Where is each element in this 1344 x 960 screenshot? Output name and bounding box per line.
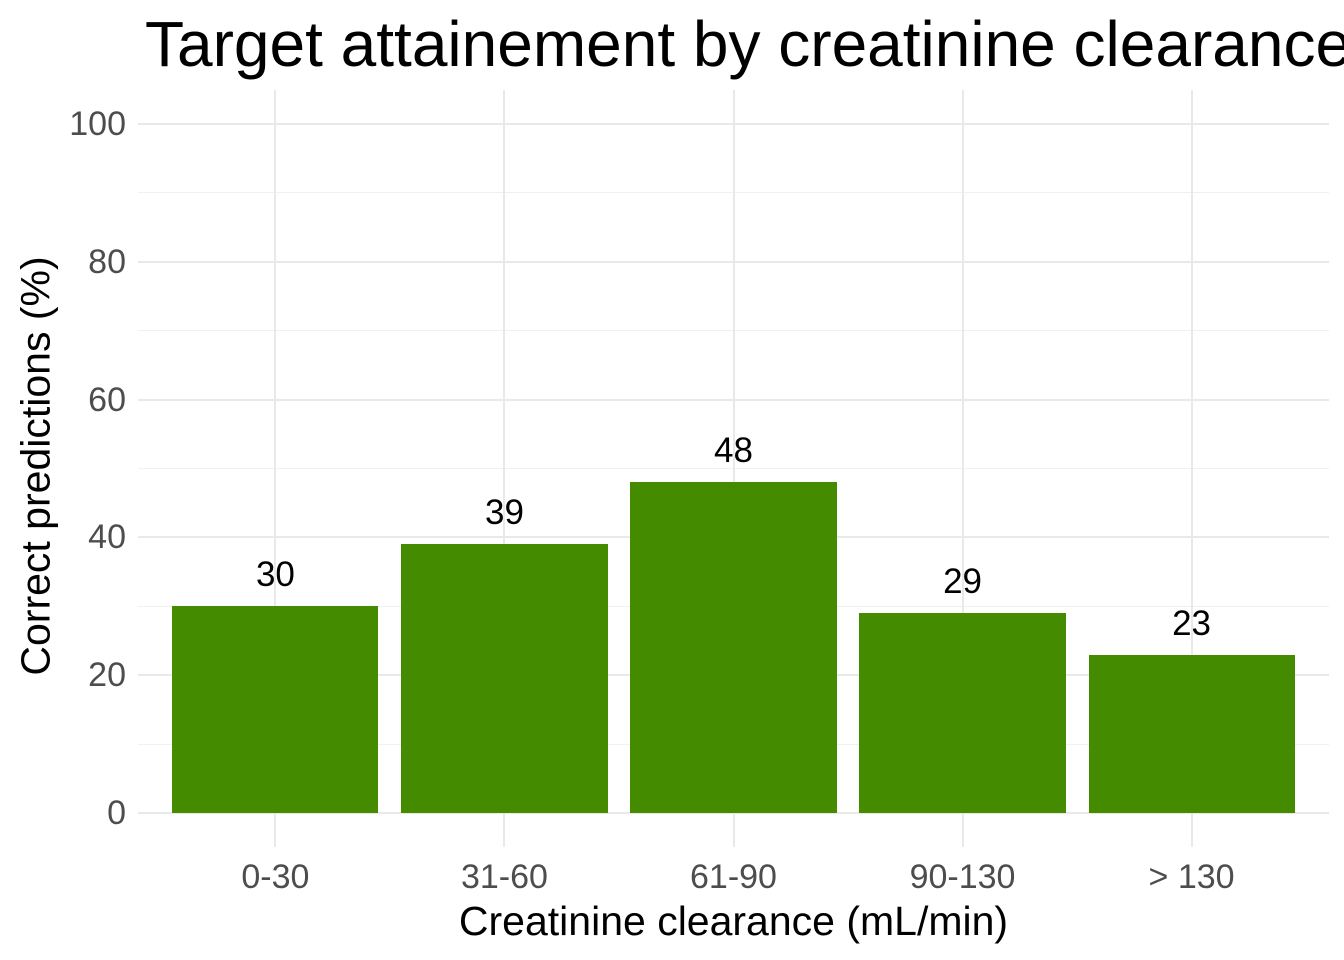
y-tick-label: 20 (88, 656, 126, 695)
y-tick-label: 0 (107, 794, 126, 832)
plot-panel: 30 39 48 29 23 (138, 90, 1329, 847)
y-tick-label: 40 (88, 518, 126, 557)
bar (401, 544, 608, 813)
x-axis-title: Creatinine clearance (mL/min) (458, 898, 1009, 944)
y-tick-label: 100 (69, 105, 126, 143)
bar (1088, 654, 1295, 813)
bar (172, 606, 379, 813)
bar-value-label: 30 (255, 555, 295, 595)
gridline-vertical (503, 90, 506, 847)
gridline-vertical (732, 90, 735, 847)
bar-value-label: 48 (714, 431, 753, 471)
y-tick-label: 80 (88, 242, 126, 281)
gridline-vertical (274, 90, 277, 847)
bar (630, 482, 837, 813)
x-tick-label: > 130 (1148, 858, 1235, 896)
x-tick-label: 61-90 (690, 858, 777, 896)
y-tick-label: 60 (88, 380, 126, 419)
bar-value-label: 39 (484, 493, 524, 533)
bar-value-label: 29 (943, 562, 982, 602)
gridline-vertical (961, 90, 964, 847)
x-tick-label: 90-130 (909, 858, 1016, 896)
x-tick-label: 0-30 (241, 858, 310, 896)
y-axis-title: Correct predictions (%) (12, 256, 59, 676)
x-tick-label: 31-60 (460, 858, 548, 896)
chart-title: Target attainement by creatinine clearan… (145, 8, 1344, 80)
bar (859, 613, 1066, 813)
bar-value-label: 23 (1172, 603, 1212, 643)
gridline-vertical (1190, 90, 1193, 847)
